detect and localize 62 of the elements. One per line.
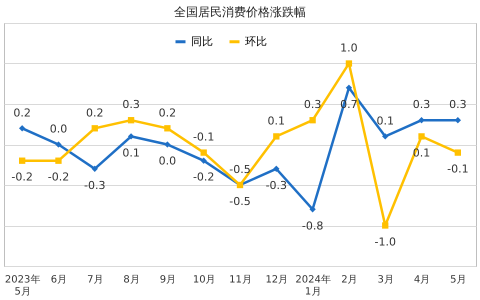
point [92, 166, 98, 172]
data-label: -0.5 [229, 195, 251, 208]
data-label: 0.2 [86, 106, 104, 120]
point [346, 60, 352, 67]
point [346, 84, 352, 91]
point [382, 133, 388, 140]
x-tick-label: 2月 [341, 274, 358, 286]
x-tick-label: 7月 [87, 274, 104, 286]
point [128, 133, 134, 140]
point [92, 125, 98, 132]
data-label: -0.2 [11, 170, 33, 184]
data-label: 0.0 [50, 122, 68, 136]
point [55, 141, 62, 148]
x-tick-label: 2024年 1月 [295, 274, 331, 298]
data-label: -0.1 [192, 130, 214, 144]
x-tick-label: 11月 [229, 274, 252, 286]
point [128, 117, 134, 124]
x-tick-label: 4月 [414, 274, 430, 286]
x-tick-label: 6月 [50, 274, 68, 286]
data-label: 0.1 [376, 114, 394, 128]
point [273, 133, 280, 140]
point [200, 149, 207, 156]
point [273, 166, 280, 172]
data-label: 1.0 [340, 42, 358, 54]
chart-title: 全国居民消费价格涨跌幅 [174, 5, 306, 19]
data-label: -0.5 [229, 163, 251, 176]
data-label: -0.2 [192, 170, 214, 184]
legend-label: 同比 [191, 34, 213, 48]
point [382, 222, 388, 229]
point [200, 158, 207, 164]
x-tick-label: 12月 [265, 274, 288, 286]
x-tick-label: 9月 [160, 274, 176, 286]
point [418, 133, 425, 140]
x-tick-label: 10月 [192, 274, 216, 286]
point [18, 125, 26, 132]
legend-label: 环比 [245, 34, 267, 48]
data-label: -0.3 [266, 178, 288, 192]
data-label: 0.1 [268, 114, 286, 128]
point [164, 125, 171, 132]
data-label: -0.1 [447, 162, 469, 176]
data-label: 0.3 [449, 98, 467, 112]
point [309, 117, 316, 124]
data-label: 0.0 [158, 154, 176, 168]
data-label: 0.2 [158, 106, 176, 120]
x-tick-label: 2023年 5月 [4, 274, 40, 298]
x-tick-label: 8月 [123, 274, 140, 286]
point [164, 141, 171, 148]
data-label: 0.3 [122, 98, 140, 112]
data-label: 0.3 [304, 98, 322, 112]
point [454, 149, 462, 156]
data-label: -0.3 [84, 178, 106, 192]
x-tick-label: 3月 [378, 274, 394, 286]
data-label: 0.2 [13, 106, 31, 120]
data-label: -0.2 [48, 170, 70, 184]
point [309, 206, 316, 212]
data-label: 0.3 [412, 98, 430, 112]
x-tick-label: 5月 [450, 274, 467, 286]
data-label: 0.1 [122, 146, 140, 160]
point [18, 158, 26, 164]
data-label: -1.0 [374, 236, 396, 248]
point [55, 158, 62, 164]
data-label: -0.8 [302, 219, 324, 232]
